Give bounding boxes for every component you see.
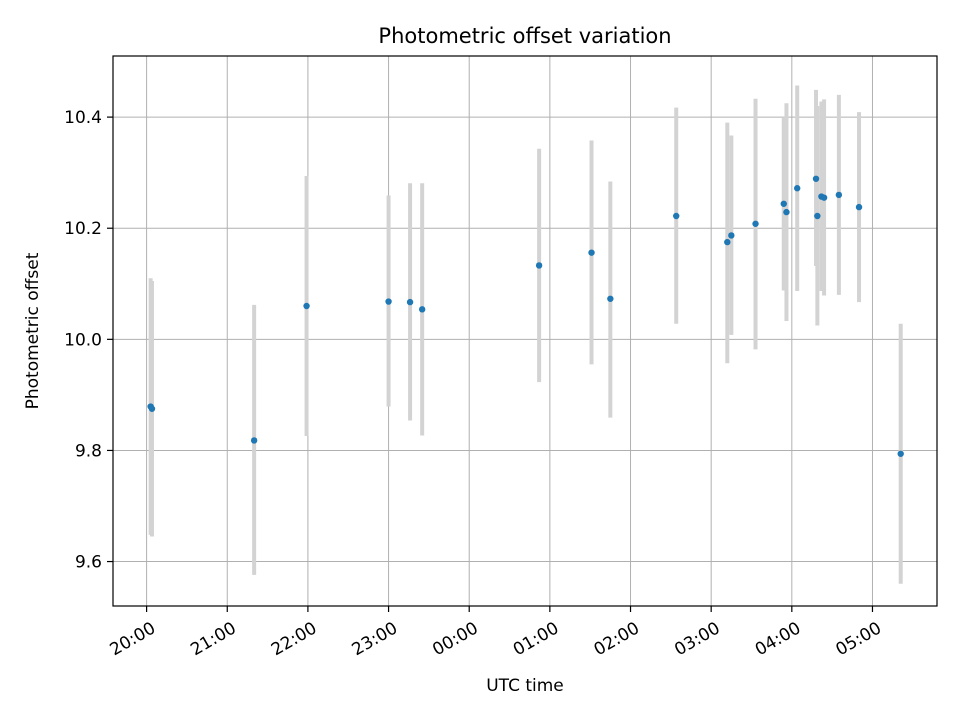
x-axis-label: UTC time xyxy=(486,676,564,696)
point-layer xyxy=(147,175,904,457)
data-point xyxy=(303,302,310,310)
data-point xyxy=(418,306,426,313)
data-point xyxy=(588,249,595,256)
data-point xyxy=(406,298,414,306)
y-tick-label: 9.6 xyxy=(75,553,102,573)
data-point xyxy=(820,194,828,201)
y-tick-label: 10.4 xyxy=(64,108,102,128)
plot-frame xyxy=(112,55,938,607)
y-tick-label: 10.2 xyxy=(64,219,102,239)
data-point xyxy=(752,220,759,227)
data-point xyxy=(724,238,731,246)
y-axis-label: Photometric offset xyxy=(23,252,43,409)
data-point xyxy=(607,295,614,302)
data-point xyxy=(780,200,787,207)
y-tick-label: 9.8 xyxy=(75,441,102,461)
data-point xyxy=(794,185,801,192)
data-point xyxy=(673,212,680,220)
grid-layer xyxy=(113,56,937,606)
y-tick-label: 10.0 xyxy=(64,330,102,350)
y-ticks: 9.6 9.8 10.0 10.2 10.4 xyxy=(64,108,113,573)
data-point xyxy=(783,208,790,216)
data-point xyxy=(385,298,392,305)
data-point xyxy=(535,262,543,269)
data-point xyxy=(814,212,821,220)
data-point xyxy=(728,232,735,239)
data-point xyxy=(835,191,843,199)
data-point xyxy=(250,437,258,444)
data-point xyxy=(897,450,904,457)
data-point xyxy=(148,405,156,412)
chart-title: Photometric offset variation xyxy=(378,24,671,48)
data-point xyxy=(855,203,863,211)
data-point xyxy=(812,175,820,182)
